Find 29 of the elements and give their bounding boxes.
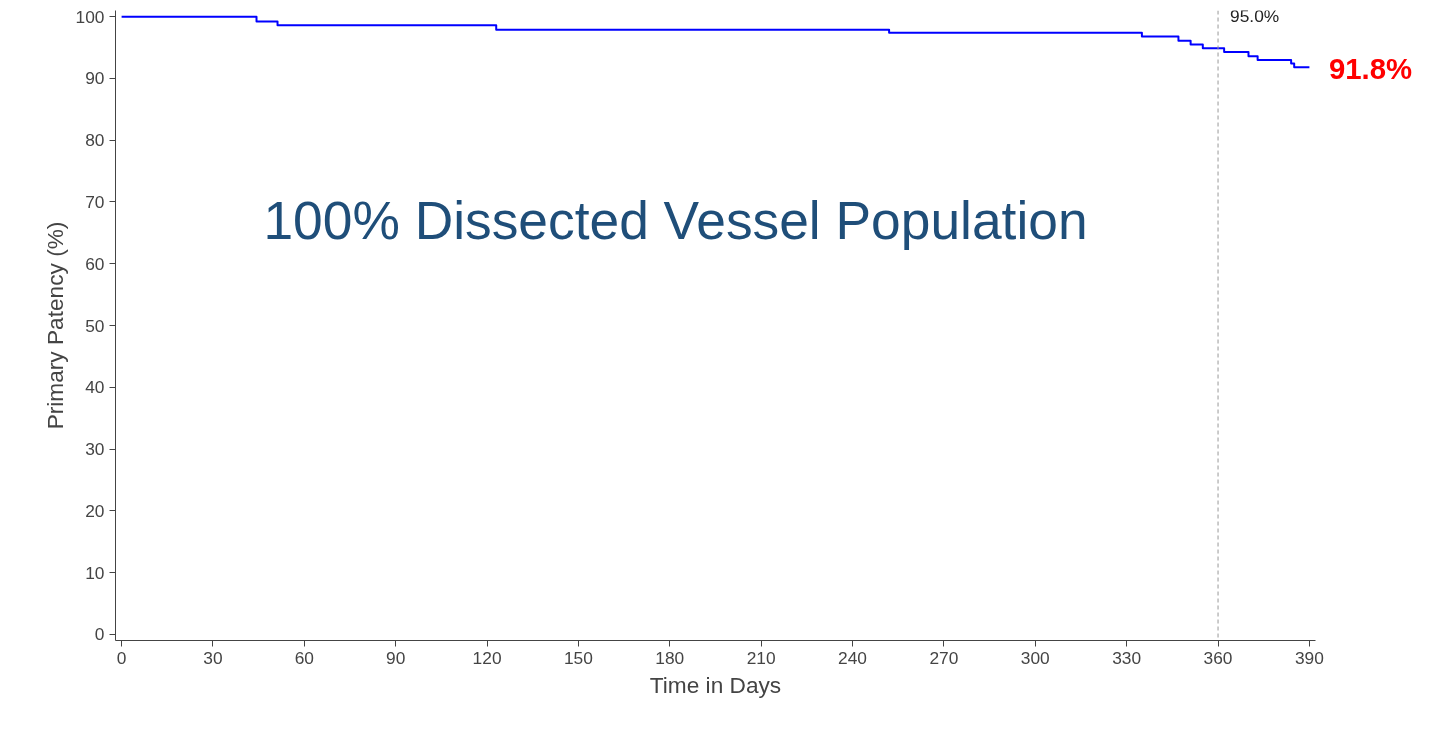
x-tick-label: 300 bbox=[1020, 647, 1050, 668]
y-axis-title: Primary Patency (%) bbox=[41, 221, 68, 430]
y-tick-label: 30 bbox=[85, 439, 105, 460]
x-tick-label: 30 bbox=[203, 647, 223, 668]
y-tick-label: 100 bbox=[75, 6, 105, 27]
x-tick-label: 360 bbox=[1203, 647, 1233, 668]
y-tick-label: 0 bbox=[94, 624, 105, 645]
y-tick-label: 70 bbox=[85, 191, 105, 212]
y-tick-label: 10 bbox=[85, 562, 105, 583]
annotation: 91.8% bbox=[1329, 51, 1413, 87]
x-tick-label: 180 bbox=[655, 647, 685, 668]
x-axis-title: Time in Days bbox=[649, 671, 782, 698]
x-tick-label: 210 bbox=[746, 647, 776, 668]
y-tick-label: 60 bbox=[85, 253, 105, 274]
y-tick-label: 50 bbox=[85, 315, 105, 336]
y-tick-label: 80 bbox=[85, 130, 105, 151]
x-tick-label: 330 bbox=[1112, 647, 1142, 668]
x-tick-label: 270 bbox=[929, 647, 959, 668]
x-tick-label: 150 bbox=[563, 647, 593, 668]
x-tick-label: 120 bbox=[472, 647, 502, 668]
y-tick-label: 90 bbox=[85, 68, 105, 89]
x-tick-label: 240 bbox=[838, 647, 868, 668]
y-tick-label: 40 bbox=[85, 377, 105, 398]
x-tick-label: 90 bbox=[386, 647, 406, 668]
x-tick-label: 390 bbox=[1294, 647, 1324, 668]
y-tick-label: 20 bbox=[85, 500, 105, 521]
x-tick-label: 60 bbox=[294, 647, 314, 668]
annotation: 100% Dissected Vessel Population bbox=[263, 191, 1088, 250]
x-tick-label: 0 bbox=[116, 647, 127, 668]
